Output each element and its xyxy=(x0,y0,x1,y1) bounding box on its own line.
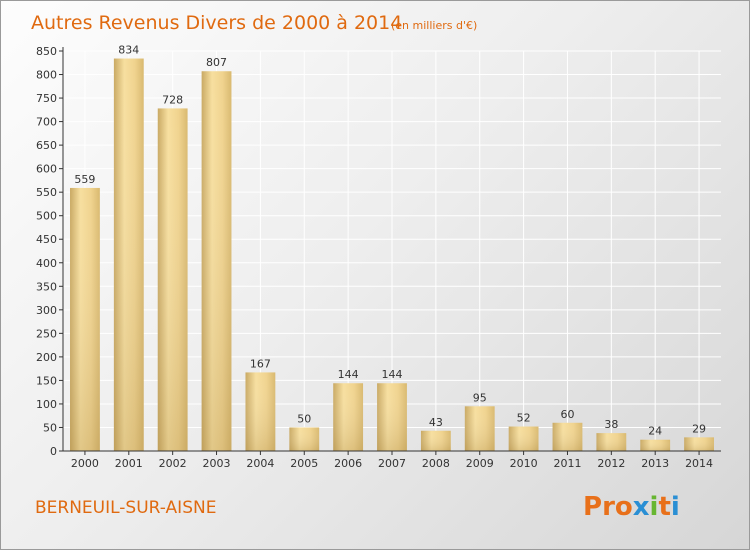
logo-letter: t xyxy=(658,492,670,522)
bar-shade xyxy=(640,439,671,451)
bar-shade xyxy=(464,406,495,451)
bar-shade xyxy=(245,372,276,451)
y-tick-label: 350 xyxy=(36,280,57,293)
logo-letter: P xyxy=(583,492,602,522)
bar-shade xyxy=(113,58,144,451)
chart-subtitle: (en milliers d'€) xyxy=(391,19,477,32)
data-label: 95 xyxy=(473,391,487,404)
data-label: 24 xyxy=(648,425,662,438)
proxiti-logo: Proxiti xyxy=(583,492,680,522)
data-label: 144 xyxy=(382,368,403,381)
bar-shade xyxy=(333,383,364,451)
y-tick-label: 750 xyxy=(36,92,57,105)
y-tick-label: 600 xyxy=(36,163,57,176)
x-tick-label: 2007 xyxy=(378,457,406,470)
y-tick-label: 550 xyxy=(36,186,57,199)
x-tick-label: 2011 xyxy=(553,457,581,470)
data-label: 559 xyxy=(74,173,95,186)
bar-shade xyxy=(420,430,451,451)
x-tick-label: 2012 xyxy=(597,457,625,470)
bar-layer: 559 834 728 807 167 50 144 144 43 95 52 60 38 24 29 xyxy=(70,44,714,452)
bar-shade xyxy=(552,422,583,451)
data-label: 834 xyxy=(118,44,139,57)
bar-shade xyxy=(684,437,714,451)
y-tick-label: 700 xyxy=(36,116,57,129)
data-label: 52 xyxy=(517,412,531,425)
y-tick-label: 200 xyxy=(36,351,57,364)
bar-shade xyxy=(70,187,100,452)
y-tick-label: 250 xyxy=(36,327,57,340)
x-tick-label: 2001 xyxy=(115,457,143,470)
bar-shade xyxy=(201,71,232,451)
y-tick-label: 650 xyxy=(36,139,57,152)
logo-letter: i xyxy=(671,492,680,522)
x-tick-label: 2008 xyxy=(422,457,450,470)
y-tick-label: 150 xyxy=(36,374,57,387)
x-tick-label: 2003 xyxy=(203,457,231,470)
data-label: 60 xyxy=(560,408,574,421)
bar-shade xyxy=(377,383,407,451)
bar-shade xyxy=(596,433,627,451)
y-tick-label: 500 xyxy=(36,210,57,223)
data-label: 50 xyxy=(297,412,311,425)
y-tick-label: 300 xyxy=(36,304,57,317)
x-tick-label: 2000 xyxy=(71,457,99,470)
x-tick-label: 2006 xyxy=(334,457,362,470)
x-tick-label: 2009 xyxy=(466,457,494,470)
y-tick-label: 50 xyxy=(43,421,57,434)
x-tick-label: 2010 xyxy=(510,457,538,470)
bar-shade xyxy=(289,427,320,451)
y-tick-label: 800 xyxy=(36,69,57,82)
logo-letter: i xyxy=(650,492,659,522)
logo-letter: o xyxy=(615,492,633,522)
data-label: 728 xyxy=(162,93,183,106)
bar-shade xyxy=(157,108,188,451)
data-label: 144 xyxy=(338,368,359,381)
bar-shade xyxy=(508,426,539,451)
x-tick-label: 2002 xyxy=(159,457,187,470)
commune-name: BERNEUIL-SUR-AISNE xyxy=(35,498,216,518)
y-tick-label: 100 xyxy=(36,398,57,411)
data-label: 167 xyxy=(250,357,271,370)
data-label: 29 xyxy=(692,422,706,435)
y-tick-label: 450 xyxy=(36,233,57,246)
logo-letter: x xyxy=(633,492,650,522)
y-tick-label: 400 xyxy=(36,257,57,270)
x-tick-label: 2005 xyxy=(290,457,318,470)
chart-title: Autres Revenus Divers de 2000 à 2014 xyxy=(31,12,402,34)
x-tick-label: 2013 xyxy=(641,457,669,470)
x-tick-label: 2014 xyxy=(685,457,713,470)
axis-layer: 0501001502002503003504004505005506006507… xyxy=(36,45,721,470)
data-label: 807 xyxy=(206,56,227,69)
data-label: 38 xyxy=(604,418,618,431)
logo-letter: r xyxy=(602,492,615,522)
data-label: 43 xyxy=(429,416,443,429)
y-tick-label: 0 xyxy=(50,445,57,458)
y-tick-label: 850 xyxy=(36,45,57,58)
x-tick-label: 2004 xyxy=(246,457,274,470)
